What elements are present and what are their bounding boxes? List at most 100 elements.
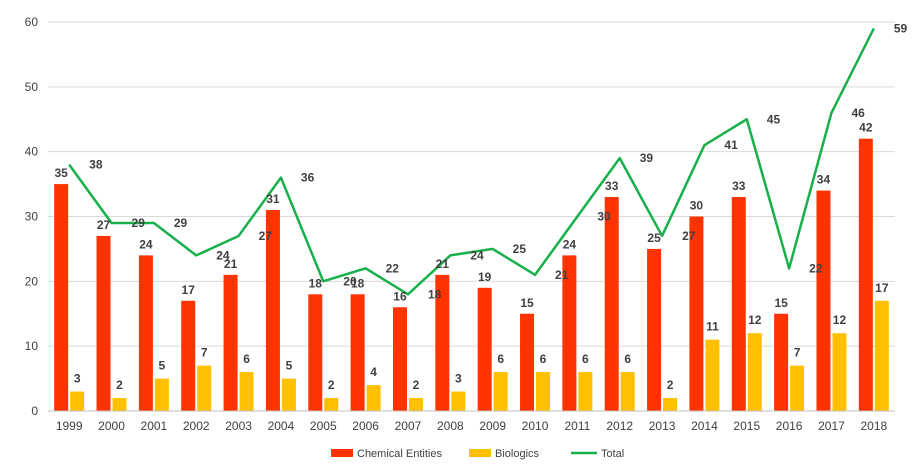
bar-chemical-entities	[350, 294, 365, 411]
data-label-chemical-entities: 31	[266, 192, 280, 206]
bar-chemical-entities	[520, 313, 535, 411]
x-tick-label: 2004	[268, 419, 295, 433]
legend-label-total: Total	[601, 448, 624, 460]
x-tick-label: 2014	[691, 419, 718, 433]
bar-chemical-entities	[604, 197, 619, 411]
bar-chemical-entities	[858, 138, 873, 411]
data-label-biologics: 12	[748, 313, 762, 327]
data-label-chemical-entities: 33	[732, 179, 746, 193]
data-label-chemical-entities: 34	[817, 173, 831, 187]
data-label-total: 45	[767, 112, 781, 126]
bar-chemical-entities	[435, 274, 450, 411]
data-label-biologics: 6	[497, 352, 504, 366]
data-label-chemical-entities: 42	[859, 121, 873, 135]
data-label-chemical-entities: 30	[690, 199, 704, 213]
y-tick-label: 10	[25, 339, 39, 353]
data-label-chemical-entities: 21	[436, 257, 450, 271]
bar-chemical-entities	[223, 274, 238, 411]
data-label-total: 39	[640, 151, 654, 165]
data-label-biologics: 2	[328, 378, 335, 392]
x-tick-label: 2010	[522, 419, 549, 433]
bar-biologics	[281, 378, 296, 411]
y-tick-label: 40	[25, 145, 39, 159]
data-label-biologics: 17	[875, 281, 889, 295]
x-tick-label: 2000	[98, 419, 125, 433]
bar-biologics	[663, 398, 678, 411]
bar-biologics	[747, 333, 762, 411]
data-label-total: 24	[216, 248, 230, 262]
x-tick-label: 2015	[733, 419, 760, 433]
data-label-total: 36	[301, 171, 315, 185]
data-label-total: 38	[89, 158, 103, 172]
bar-biologics	[832, 333, 847, 411]
x-tick-label: 2009	[479, 419, 506, 433]
data-label-total: 21	[555, 268, 569, 282]
data-label-chemical-entities: 24	[563, 237, 577, 251]
x-tick-label: 1999	[56, 419, 83, 433]
bar-chemical-entities	[689, 216, 704, 411]
data-label-chemical-entities: 21	[224, 257, 238, 271]
bar-biologics	[239, 372, 254, 411]
bar-chemical-entities	[138, 255, 153, 411]
legend-label-biologics: Biologics	[495, 448, 540, 460]
data-label-total: 29	[174, 216, 188, 230]
bar-biologics	[578, 372, 593, 411]
x-tick-label: 2003	[225, 419, 252, 433]
bar-biologics	[493, 372, 508, 411]
bar-chemical-entities	[816, 190, 831, 411]
data-label-biologics: 3	[74, 372, 81, 386]
bar-chemical-entities	[392, 307, 407, 411]
data-label-total: 27	[259, 229, 273, 243]
bar-chemical-entities	[265, 210, 280, 411]
y-tick-label: 30	[25, 210, 39, 224]
data-label-chemical-entities: 18	[351, 276, 365, 290]
data-label-chemical-entities: 18	[309, 276, 323, 290]
data-label-total: 29	[132, 216, 146, 230]
bar-chemical-entities	[477, 287, 492, 411]
bars	[54, 138, 889, 411]
data-label-total: 41	[724, 138, 738, 152]
y-tick-label: 0	[31, 404, 38, 418]
x-tick-label: 2005	[310, 419, 337, 433]
data-label-total: 30	[597, 210, 611, 224]
bar-biologics	[451, 391, 466, 411]
bar-biologics	[408, 398, 423, 411]
data-label-biologics: 6	[243, 352, 250, 366]
bar-biologics	[324, 398, 339, 411]
data-label-chemical-entities: 24	[139, 237, 153, 251]
bar-biologics	[874, 300, 889, 411]
data-label-biologics: 6	[582, 352, 589, 366]
bar-biologics	[154, 378, 169, 411]
data-label-biologics: 2	[667, 378, 674, 392]
data-label-biologics: 3	[455, 372, 462, 386]
data-label-chemical-entities: 35	[54, 166, 68, 180]
data-label-biologics: 11	[706, 320, 719, 334]
x-tick-label: 2017	[818, 419, 845, 433]
data-label-chemical-entities: 25	[647, 231, 661, 245]
bar-chemical-entities	[54, 184, 69, 411]
bar-biologics	[70, 391, 85, 411]
data-labels: 3532722451772163151821841622131961562463…	[54, 21, 907, 392]
data-label-biologics: 5	[286, 359, 293, 373]
bar-biologics	[790, 365, 805, 411]
bar-biologics	[620, 372, 635, 411]
x-tick-label: 2012	[606, 419, 633, 433]
bar-chemical-entities	[647, 248, 662, 411]
bar-chemical-entities	[774, 313, 789, 411]
data-label-total: 24	[470, 248, 484, 262]
data-label-biologics: 7	[201, 346, 208, 360]
bar-biologics	[366, 385, 381, 411]
legend-label-chemical-entities: Chemical Entities	[357, 448, 442, 460]
x-tick-label: 2001	[141, 419, 168, 433]
bar-chemical-entities	[308, 294, 323, 411]
legend-swatch-biologics	[469, 449, 491, 457]
data-label-total: 46	[851, 106, 865, 120]
bar-biologics	[197, 365, 212, 411]
line-total	[68, 27, 875, 296]
data-label-total: 18	[428, 287, 442, 301]
data-label-total: 22	[386, 261, 400, 275]
bar-chemical-entities	[181, 300, 196, 411]
bar-biologics	[112, 398, 127, 411]
